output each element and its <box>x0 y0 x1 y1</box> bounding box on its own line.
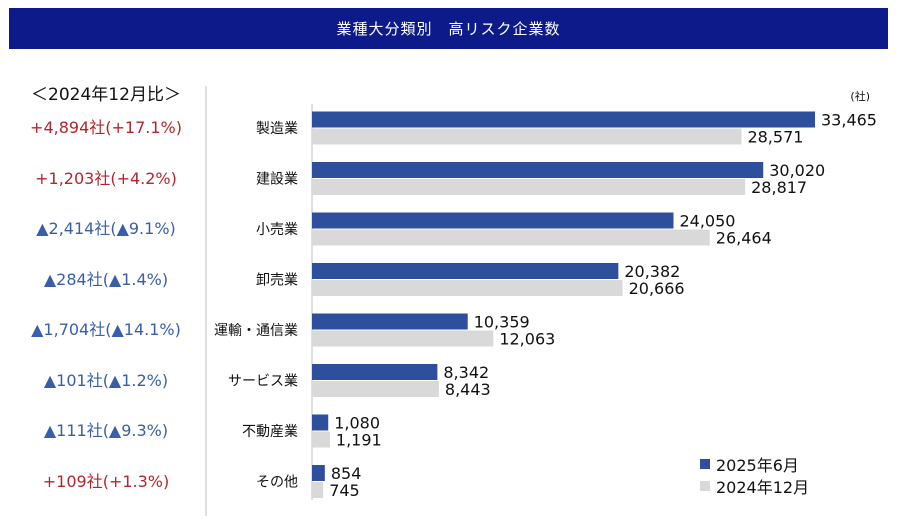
legend-swatch <box>700 459 710 469</box>
data-label: 20,666 <box>629 279 685 298</box>
legend-swatch <box>700 481 710 491</box>
change-label: ▲101社(▲1.2%) <box>43 370 169 390</box>
change-label: ▲111社(▲9.3%) <box>43 421 169 440</box>
data-label: 1,191 <box>336 431 382 450</box>
legend-item-2024: 2024年12月 <box>700 474 809 498</box>
change-label: +4,894社(+17.1%) <box>30 118 182 137</box>
category-label: 小売業 <box>256 222 298 238</box>
bar-2024 <box>312 128 742 145</box>
bar-2025 <box>312 465 325 481</box>
change-label: ▲2,414社(▲9.1%) <box>36 219 176 238</box>
bar-2025 <box>312 263 619 279</box>
bar-2025 <box>312 414 329 431</box>
bar-2025 <box>312 162 764 178</box>
bar-2024 <box>312 381 439 397</box>
legend-label: 2024年12月 <box>716 478 810 497</box>
bar-2024 <box>312 482 324 498</box>
data-label: 854 <box>331 464 362 483</box>
bar-2024 <box>312 229 710 246</box>
data-label: 30,020 <box>769 161 825 180</box>
data-label: 10,359 <box>474 313 530 332</box>
legend-item-2025: 2025年6月 <box>700 452 799 476</box>
change-label: ▲1,704社(▲14.1%) <box>31 320 181 339</box>
bar-2024 <box>312 179 746 195</box>
bar-2024 <box>312 431 330 448</box>
comparison-header: ＜2024年12月比＞ <box>31 85 181 105</box>
unit-label: (社) <box>850 89 870 103</box>
legend-label: 2025年6月 <box>716 456 799 475</box>
data-label: 12,063 <box>499 330 555 349</box>
category-label: 卸売業 <box>256 273 298 289</box>
data-label: 745 <box>329 481 360 500</box>
category-label: 不動産業 <box>242 424 298 440</box>
change-label: +1,203社(+4.2%) <box>35 168 177 188</box>
category-label: サービス業 <box>228 374 298 390</box>
chart-title: 業種大分類別 高リスク企業数 <box>9 8 888 49</box>
change-label: +109社(+1.3%) <box>42 471 170 491</box>
data-label: 28,571 <box>747 128 803 147</box>
category-label: 製造業 <box>256 121 298 137</box>
category-label: 建設業 <box>256 172 298 188</box>
bar-2025 <box>312 364 438 380</box>
data-label: 24,050 <box>679 212 735 231</box>
bar-2025 <box>312 111 815 128</box>
data-label: 26,464 <box>716 229 772 248</box>
data-label: 28,817 <box>751 178 807 197</box>
data-label: 8,342 <box>443 363 489 382</box>
bar-2024 <box>312 330 494 347</box>
data-label: 20,382 <box>624 262 680 281</box>
bar-2025 <box>312 313 468 330</box>
category-label: 運輸・通信業 <box>214 323 298 339</box>
data-label: 1,080 <box>334 414 380 433</box>
data-label: 33,465 <box>821 111 877 130</box>
change-label: ▲284社(▲1.4%) <box>43 269 169 289</box>
bar-2025 <box>312 212 674 229</box>
data-label: 8,443 <box>445 380 491 399</box>
category-label: その他 <box>256 475 298 491</box>
bar-2024 <box>312 280 623 296</box>
